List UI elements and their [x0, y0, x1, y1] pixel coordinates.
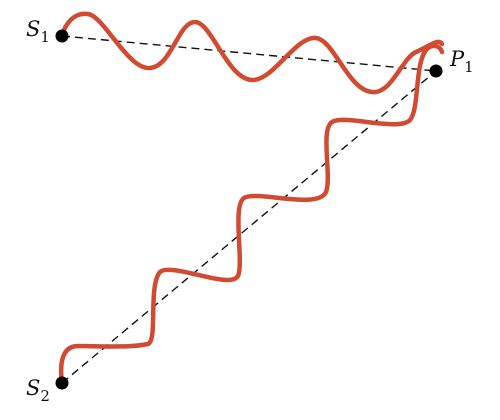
wave-from-s1: [59, 11, 445, 95]
path-s1-p1-dashed-line: [61, 35, 437, 72]
source-s1-point: [55, 29, 69, 43]
source-s2-point: [55, 376, 69, 390]
label-p1-main: P: [449, 47, 465, 71]
label-s2-main: S: [26, 376, 40, 400]
label-s1-sub: 1: [40, 28, 50, 46]
point-p1: [429, 64, 443, 78]
label-s2-sub: 2: [40, 387, 50, 405]
label-s1: S1: [26, 17, 50, 46]
label-p1-sub: 1: [464, 58, 474, 76]
label-s1-main: S: [26, 17, 40, 41]
label-p1: P1: [449, 47, 474, 76]
wave-from-s2: [58, 43, 445, 386]
path-s2-p1-dashed-line: [61, 70, 437, 384]
label-s2: S2: [26, 376, 50, 405]
